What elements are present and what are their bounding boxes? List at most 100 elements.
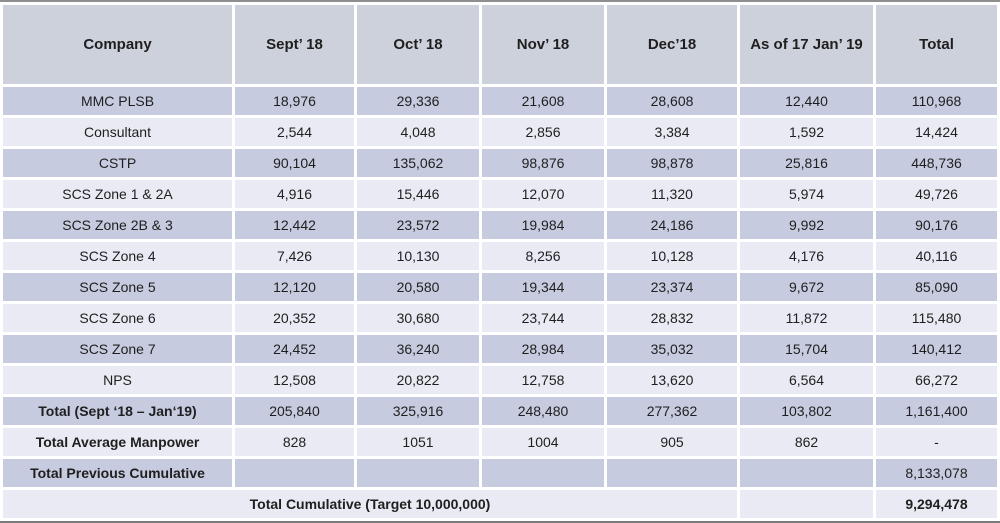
table-row: SCS Zone 2B & 3 12,442 23,572 19,984 24,186 9… — [3, 211, 997, 239]
value-cell: 862 — [740, 428, 873, 456]
company-cell: SCS Zone 2B & 3 — [3, 211, 232, 239]
value-cell: 23,374 — [607, 273, 737, 301]
value-cell: 1,592 — [740, 118, 873, 146]
total-cell: - — [876, 428, 997, 456]
total-cell: 9,294,478 — [876, 490, 997, 518]
table-row: SCS Zone 6 20,352 30,680 23,744 28,832 11,872… — [3, 304, 997, 332]
value-cell: 1051 — [357, 428, 479, 456]
value-cell: 12,120 — [235, 273, 354, 301]
company-cell: SCS Zone 5 — [3, 273, 232, 301]
total-cell: 115,480 — [876, 304, 997, 332]
col-header-asof-17-jan-19: As of 17 Jan’ 19 — [740, 5, 873, 84]
value-cell — [235, 459, 354, 487]
value-cell: 9,672 — [740, 273, 873, 301]
total-cell: 49,726 — [876, 180, 997, 208]
table-row: Total (Sept ‘18 – Jan‘19) 205,840 325,916 2… — [3, 397, 997, 425]
total-cell: 90,176 — [876, 211, 997, 239]
col-header-company: Company — [3, 5, 232, 84]
company-cell: Total Average Manpower — [3, 428, 232, 456]
value-cell: 28,832 — [607, 304, 737, 332]
table-row: SCS Zone 7 24,452 36,240 28,984 35,032 15,704… — [3, 335, 997, 363]
value-cell: 2,544 — [235, 118, 354, 146]
value-cell: 98,878 — [607, 149, 737, 177]
value-cell: 3,384 — [607, 118, 737, 146]
total-cell: 110,968 — [876, 87, 997, 115]
table-row: SCS Zone 5 12,120 20,580 19,344 23,374 9,672 8… — [3, 273, 997, 301]
total-cell: 85,090 — [876, 273, 997, 301]
company-cell: NPS — [3, 366, 232, 394]
value-cell: 15,704 — [740, 335, 873, 363]
value-cell: 12,758 — [482, 366, 604, 394]
header-row: Company Sept’ 18 Oct’ 18 Nov’ 18 Dec’18 … — [3, 5, 997, 84]
value-cell — [357, 459, 479, 487]
value-cell: 90,104 — [235, 149, 354, 177]
company-cell: CSTP — [3, 149, 232, 177]
value-cell: 23,572 — [357, 211, 479, 239]
value-cell: 28,984 — [482, 335, 604, 363]
table-row: MMC PLSB 18,976 29,336 21,608 28,608 12,440 11… — [3, 87, 997, 115]
value-cell: 36,240 — [357, 335, 479, 363]
value-cell: 6,564 — [740, 366, 873, 394]
col-header-oct-18: Oct’ 18 — [357, 5, 479, 84]
value-cell — [482, 459, 604, 487]
value-cell: 248,480 — [482, 397, 604, 425]
col-header-total: Total — [876, 5, 997, 84]
total-cell: 14,424 — [876, 118, 997, 146]
value-cell: 29,336 — [357, 87, 479, 115]
col-header-sept-18: Sept’ 18 — [235, 5, 354, 84]
col-header-dec-18: Dec’18 — [607, 5, 737, 84]
total-cell: 8,133,078 — [876, 459, 997, 487]
company-cell: SCS Zone 4 — [3, 242, 232, 270]
value-cell: 12,508 — [235, 366, 354, 394]
value-cell: 11,872 — [740, 304, 873, 332]
value-cell: 103,802 — [740, 397, 873, 425]
value-cell — [740, 490, 873, 518]
value-cell: 9,992 — [740, 211, 873, 239]
value-cell: 2,856 — [482, 118, 604, 146]
value-cell: 25,816 — [740, 149, 873, 177]
value-cell: 7,426 — [235, 242, 354, 270]
company-cell: Total Previous Cumulative — [3, 459, 232, 487]
value-cell: 30,680 — [357, 304, 479, 332]
value-cell: 98,876 — [482, 149, 604, 177]
company-cell: Total (Sept ‘18 – Jan‘19) — [3, 397, 232, 425]
table-row: Total Cumulative (Target 10,000,000) 9,29… — [3, 490, 997, 518]
total-cell: 140,412 — [876, 335, 997, 363]
value-cell: 10,128 — [607, 242, 737, 270]
value-cell: 12,070 — [482, 180, 604, 208]
company-cell: SCS Zone 6 — [3, 304, 232, 332]
value-cell: 19,984 — [482, 211, 604, 239]
value-cell: 8,256 — [482, 242, 604, 270]
value-cell: 20,822 — [357, 366, 479, 394]
value-cell: 277,362 — [607, 397, 737, 425]
value-cell: 35,032 — [607, 335, 737, 363]
value-cell — [607, 459, 737, 487]
value-cell: 20,352 — [235, 304, 354, 332]
value-cell: 4,176 — [740, 242, 873, 270]
value-cell: 24,452 — [235, 335, 354, 363]
total-cell: 1,161,400 — [876, 397, 997, 425]
table-row: CSTP 90,104 135,062 98,876 98,878 25,816 448,7… — [3, 149, 997, 177]
value-cell: 135,062 — [357, 149, 479, 177]
table-row: Consultant 2,544 4,048 2,856 3,384 1,592 14,42… — [3, 118, 997, 146]
table-row: Total Average Manpower 828 1051 1004 905 862- — [3, 428, 997, 456]
value-cell: 24,186 — [607, 211, 737, 239]
company-cell: Total Cumulative (Target 10,000,000) — [3, 490, 737, 518]
company-cell: Consultant — [3, 118, 232, 146]
value-cell: 325,916 — [357, 397, 479, 425]
value-cell: 12,442 — [235, 211, 354, 239]
value-cell: 828 — [235, 428, 354, 456]
value-cell — [740, 459, 873, 487]
value-cell: 13,620 — [607, 366, 737, 394]
table-row: Total Previous Cumulative 8,133,078 — [3, 459, 997, 487]
value-cell: 28,608 — [607, 87, 737, 115]
value-cell: 4,916 — [235, 180, 354, 208]
value-cell: 4,048 — [357, 118, 479, 146]
value-cell: 10,130 — [357, 242, 479, 270]
value-cell: 21,608 — [482, 87, 604, 115]
total-cell: 40,116 — [876, 242, 997, 270]
table-row: NPS 12,508 20,822 12,758 13,620 6,564 66,272 — [3, 366, 997, 394]
value-cell: 18,976 — [235, 87, 354, 115]
